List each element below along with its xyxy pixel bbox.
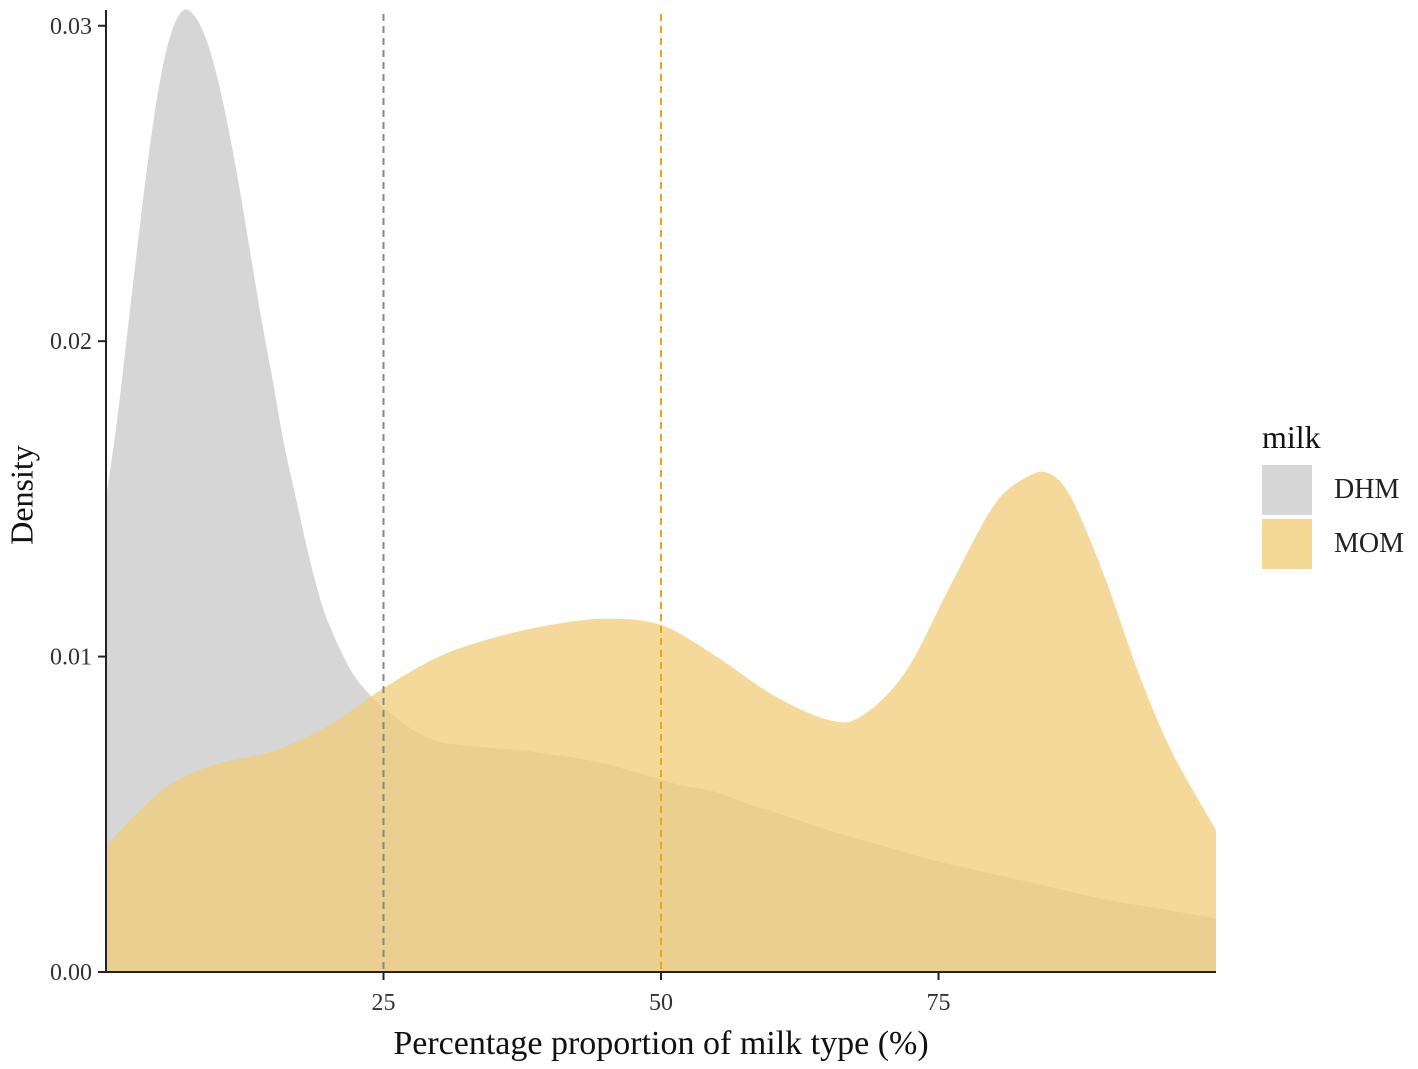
legend-item-mom: MOM bbox=[1262, 518, 1412, 570]
legend-swatch-dhm bbox=[1262, 465, 1312, 515]
y-tick-label: 0.01 bbox=[50, 645, 92, 671]
legend-label-mom: MOM bbox=[1334, 528, 1405, 559]
x-tick-label: 25 bbox=[372, 990, 396, 1016]
x-ticks: 25 50 75 bbox=[372, 972, 951, 1016]
mean-lines bbox=[382, 14, 662, 972]
legend-label-dhm: DHM bbox=[1334, 474, 1400, 505]
x-axis-label: Percentage proportion of milk type (%) bbox=[393, 1025, 929, 1062]
y-ticks: 0.00 0.01 0.02 0.03 bbox=[50, 14, 106, 986]
y-tick-label: 0.02 bbox=[50, 329, 92, 355]
legend-swatch-mom bbox=[1262, 519, 1312, 569]
density-areas bbox=[106, 9, 1216, 972]
y-tick-label: 0.00 bbox=[50, 960, 92, 986]
x-tick-label: 75 bbox=[927, 990, 951, 1016]
legend-title: milk bbox=[1262, 419, 1321, 455]
y-tick-label: 0.03 bbox=[50, 14, 92, 40]
y-axis-label: Density bbox=[3, 445, 40, 545]
legend-item-dhm: DHM bbox=[1262, 464, 1412, 516]
x-tick-label: 50 bbox=[649, 990, 673, 1016]
legend: milk DHM MOM bbox=[1262, 418, 1412, 572]
